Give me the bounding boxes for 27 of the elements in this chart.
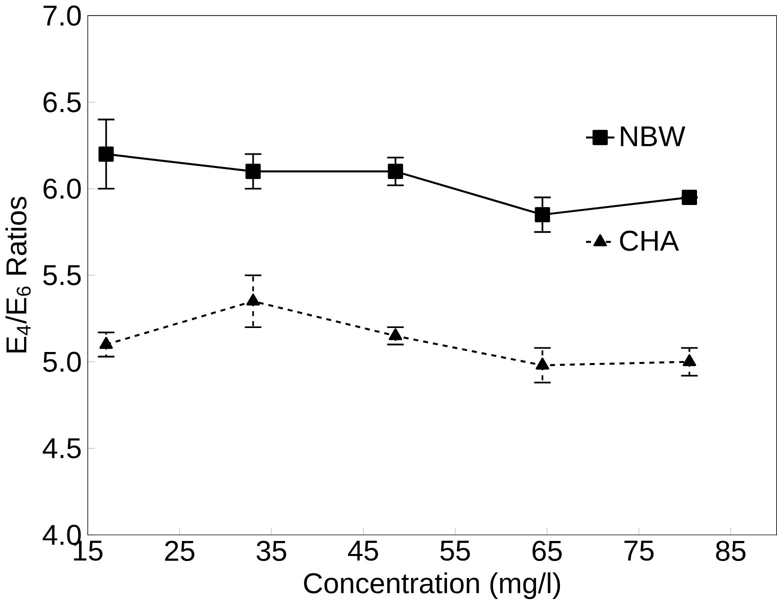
- y-tick-label: 6.0: [44, 178, 81, 200]
- y-tick-label: 5.0: [43, 352, 81, 372]
- legend-label: CHA: [620, 230, 679, 252]
- point: [245, 164, 261, 180]
- point: [536, 358, 550, 370]
- point: [388, 328, 402, 340]
- point: [682, 354, 696, 366]
- x-tick-label: 55: [440, 540, 470, 561]
- y-tick-label: 6.5: [44, 92, 81, 113]
- y-tick-label: 4.5: [42, 438, 81, 459]
- y-tick-label: 7.0: [44, 6, 81, 26]
- x-tick-label: 85: [716, 540, 746, 562]
- x-tick-label: 75: [624, 540, 654, 561]
- y-tick-label: 5.5: [43, 265, 81, 286]
- point: [534, 207, 550, 223]
- x-axis-title: Concentration (mg/l): [304, 572, 560, 600]
- x-tick-label: 65: [532, 540, 562, 562]
- point: [246, 294, 260, 306]
- point: [682, 190, 698, 206]
- point: [99, 337, 113, 350]
- x-tick-label: 35: [256, 540, 286, 562]
- point: [98, 146, 114, 162]
- x-tick-label: 45: [348, 540, 378, 561]
- point: [388, 164, 404, 180]
- x-tick-label: 25: [165, 540, 194, 562]
- y-axis-title: E$_{4}$/E$_{6}$ Ratios: [6, 197, 31, 353]
- legend-label: NBW: [620, 126, 686, 146]
